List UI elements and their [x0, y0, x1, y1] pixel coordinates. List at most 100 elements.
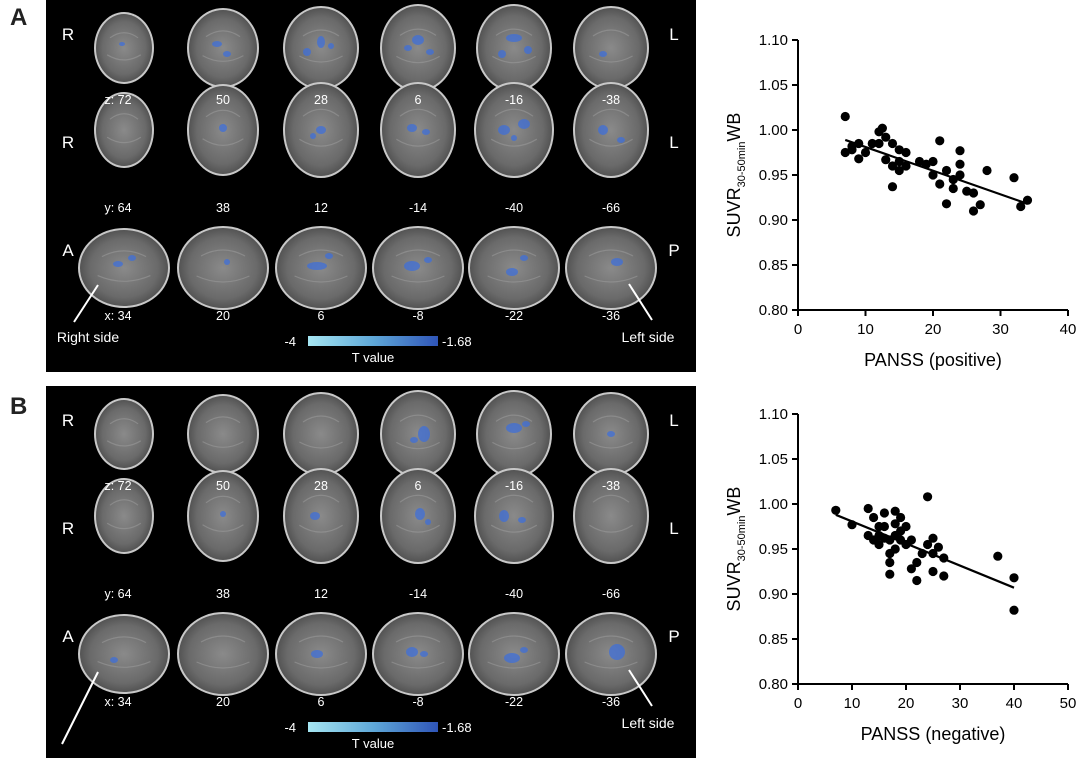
brain-slice — [283, 468, 359, 564]
activation-blob — [609, 644, 625, 660]
x-tick-label: 30 — [992, 321, 1009, 338]
brain-slice — [476, 390, 552, 478]
gyri-lines — [294, 249, 348, 283]
slice-coordinate-label: 28 — [314, 93, 328, 107]
slice-coordinate-label: -38 — [602, 93, 620, 107]
activation-blob — [506, 423, 522, 433]
slice-coordinate-label: z: 72 — [104, 479, 131, 493]
brain-tissue — [179, 228, 267, 308]
x-tick-label: 0 — [794, 321, 802, 338]
gyri-lines — [202, 416, 244, 448]
slice-coordinate-label: 50 — [216, 93, 230, 107]
brain-tissue — [575, 470, 647, 562]
y-tick-label: 0.95 — [759, 541, 788, 558]
y-axis-title-subscript: 30-50min — [736, 142, 748, 188]
brain-tissue — [80, 616, 168, 692]
y-tick-label: 0.80 — [759, 676, 788, 693]
activation-blob — [611, 258, 623, 266]
activation-blob — [407, 124, 417, 132]
gyri-lines — [492, 414, 536, 450]
brain-slice — [187, 394, 259, 474]
slice-coordinate-label: -16 — [505, 93, 523, 107]
brain-slice — [474, 82, 554, 178]
y-axis-title-subscript: 30-50min — [736, 516, 748, 562]
y-tick-label: 1.10 — [759, 406, 788, 423]
x-tick-label: 20 — [925, 321, 942, 338]
y-axis-title-suffix: WB — [724, 113, 744, 142]
data-point — [881, 155, 891, 165]
activation-blob — [311, 650, 323, 658]
data-point — [941, 199, 952, 209]
brain-slice — [565, 226, 657, 310]
brain-slices-panel-a: z: 72 50 28 6 -16 -38 y: 64 38 12 -14 -40 -66 x: 34 2… — [46, 0, 696, 372]
y-tick-label: 1.05 — [759, 77, 788, 94]
data-point — [885, 557, 895, 568]
activation-blob — [310, 512, 320, 520]
gyri-lines — [106, 499, 142, 530]
left-side-label: Left side — [622, 715, 675, 731]
brain-slice — [275, 612, 367, 696]
brain-slice — [78, 228, 170, 308]
brain-slice — [94, 398, 154, 470]
brain-slice — [372, 226, 464, 310]
brain-slice — [187, 470, 259, 562]
brain-slice — [283, 82, 359, 178]
orientation-left-label: L — [669, 25, 678, 44]
data-point — [968, 206, 979, 216]
data-point — [860, 147, 871, 158]
activation-blob — [498, 125, 510, 135]
data-point — [928, 156, 938, 167]
brain-slice — [380, 82, 456, 178]
slice-coordinate-label: 20 — [216, 309, 230, 323]
brain-tissue — [476, 470, 552, 562]
gyri-lines — [202, 109, 244, 146]
slice-coordinate-label: x: 34 — [104, 695, 131, 709]
y-tick-label: 1.00 — [759, 496, 788, 513]
activation-blob — [420, 651, 428, 657]
data-point — [885, 569, 895, 579]
brain-slice — [573, 392, 649, 476]
y-tick-label: 0.95 — [759, 167, 788, 184]
data-point — [955, 146, 965, 156]
data-point — [1009, 573, 1019, 583]
brain-tissue — [96, 14, 152, 82]
slice-coordinate-label: y: 64 — [104, 587, 131, 601]
gyri-lines — [391, 249, 445, 283]
colorbar-max-label: -1.68 — [442, 720, 472, 735]
data-point — [887, 161, 898, 171]
x-tick-label: 10 — [844, 695, 861, 712]
slice-coordinate-label: 12 — [314, 201, 328, 215]
y-axis-title-main: SUVR — [724, 187, 744, 237]
brain-slice — [380, 468, 456, 564]
gyri-lines — [589, 108, 633, 147]
orientation-posterior-label: P — [668, 241, 679, 260]
x-axis-title: PANSS (negative) — [861, 724, 1006, 744]
brain-slice — [573, 6, 649, 90]
x-tick-label: 0 — [794, 695, 802, 712]
brain-tissue — [382, 84, 454, 176]
data-point — [923, 492, 933, 502]
gyri-lines — [97, 250, 151, 282]
data-point — [912, 557, 922, 568]
y-axis-title: SUVR30-50minWB — [724, 113, 748, 238]
activation-blob — [520, 255, 528, 261]
brain-tissue — [96, 94, 152, 166]
slice-coordinate-label: 50 — [216, 479, 230, 493]
y-tick-label: 0.90 — [759, 586, 788, 603]
data-point — [869, 512, 879, 523]
y-tick-label: 0.80 — [759, 302, 788, 319]
brain-tissue — [478, 392, 550, 476]
activation-blob — [325, 253, 333, 259]
data-point — [901, 521, 911, 532]
data-point — [933, 542, 943, 552]
right-side-arrow — [61, 671, 99, 745]
slice-coordinate-label: 6 — [318, 309, 325, 323]
slice-coordinate-label: 6 — [318, 695, 325, 709]
y-tick-label: 1.05 — [759, 451, 788, 468]
brain-tissue — [382, 6, 454, 90]
orientation-left-label: L — [669, 411, 678, 430]
orientation-posterior-label: P — [668, 627, 679, 646]
activation-blob — [599, 51, 607, 57]
right-side-arrow — [73, 284, 99, 323]
data-point — [867, 138, 877, 149]
